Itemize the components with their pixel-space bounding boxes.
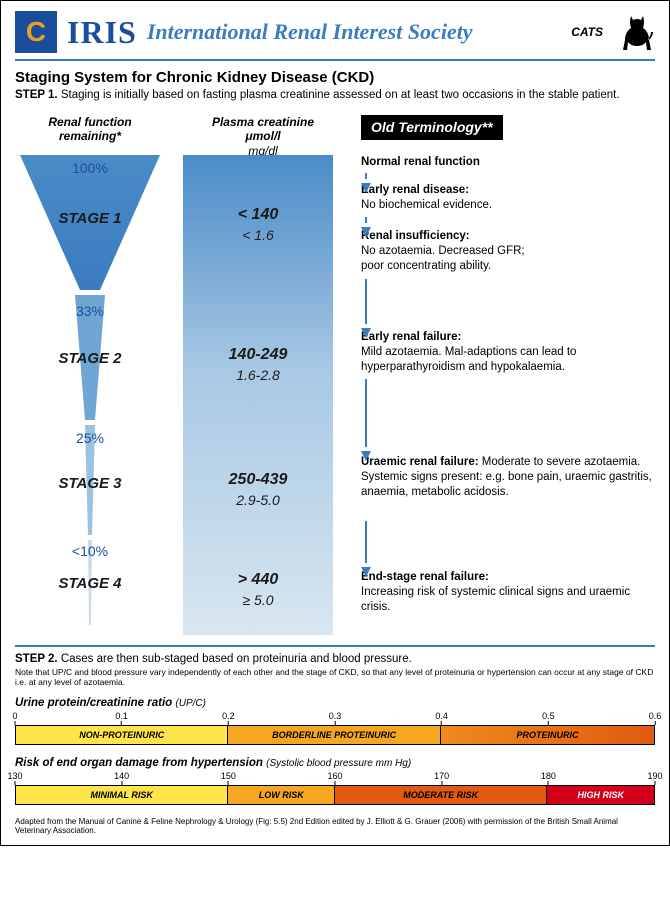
step2-label: STEP 2.	[15, 653, 58, 665]
axis-tick: 170	[434, 771, 449, 785]
axis-tick: 0.3	[329, 711, 342, 725]
upc-title: Urine protein/creatinine ratio (UP/C)	[15, 697, 655, 709]
step1-text: STEP 1. Staging is initially based on fa…	[15, 89, 655, 101]
page-header: C IRIS International Renal Interest Soci…	[15, 11, 655, 53]
left-col-header-text: Renal function remaining*	[48, 115, 131, 143]
left-col-header: Renal function remaining*	[15, 115, 165, 155]
connector-arrow	[361, 521, 371, 581]
terminology-block: Early renal failure:Mild azotaemia. Mal-…	[361, 330, 655, 375]
header-rule	[15, 59, 655, 61]
funnel-percent: <10%	[15, 543, 165, 559]
bp-bar: MINIMAL RISKLOW RISKMODERATE RISKHIGH RI…	[15, 785, 655, 805]
axis-tick: 160	[327, 771, 342, 785]
risk-segment: BORDERLINE PROTEINURIC	[228, 726, 440, 744]
funnel-percent: 33%	[15, 303, 165, 319]
bp-title: Risk of end organ damage from hypertensi…	[15, 757, 655, 769]
axis-tick: 0.1	[115, 711, 128, 725]
axis-tick: 0	[12, 711, 17, 725]
mid-header-title: Plasma creatinine	[212, 115, 314, 129]
connector-arrow	[361, 379, 371, 465]
bp-axis: 130140150160170180190	[15, 771, 655, 785]
funnel-stage-label: STAGE 3	[15, 475, 165, 492]
cat-icon	[615, 12, 655, 52]
funnel-svg	[15, 155, 165, 635]
connector-arrow	[361, 279, 371, 342]
creatinine-value: 140-2491.6-2.8	[183, 345, 333, 384]
funnel: 100% 33% 25% <10% STAGE 1 STAGE 2 STAGE 3 STAGE…	[15, 155, 165, 635]
risk-segment: LOW RISK	[228, 786, 335, 804]
iris-logo: C	[15, 11, 57, 53]
step2-body: Cases are then sub-staged based on prote…	[61, 653, 412, 665]
section-rule	[15, 645, 655, 647]
step1-label: STEP 1.	[15, 89, 58, 101]
step2-text: STEP 2. Cases are then sub-staged based …	[15, 653, 655, 665]
axis-tick: 0.2	[222, 711, 235, 725]
connector-arrow	[361, 217, 371, 241]
page-title: Staging System for Chronic Kidney Diseas…	[15, 69, 655, 86]
terminology-column: Normal renal function Early renal disease…	[361, 155, 655, 635]
creatinine-value: < 140< 1.6	[183, 205, 333, 244]
creatinine-value: 250-4392.9-5.0	[183, 470, 333, 509]
axis-tick: 140	[114, 771, 129, 785]
creatinine-column: < 140< 1.6 140-2491.6-2.8 250-4392.9-5.0 > …	[183, 155, 333, 635]
axis-tick: 150	[221, 771, 236, 785]
funnel-stage-label: STAGE 4	[15, 575, 165, 592]
risk-segment: PROTEINURIC	[441, 726, 654, 744]
step1-body: Staging is initially based on fasting pl…	[61, 89, 620, 101]
cats-label: CATS	[571, 25, 603, 39]
old-terminology-header: Old Terminology**	[361, 115, 503, 140]
axis-tick: 0.6	[649, 711, 662, 725]
terminology-block: Uraemic renal failure: Moderate to sever…	[361, 455, 655, 500]
risk-segment: MINIMAL RISK	[16, 786, 228, 804]
mid-col-header: Plasma creatinine μmol/l mg/dl	[183, 115, 343, 155]
terminology-block: End-stage renal failure:Increasing risk …	[361, 570, 655, 615]
right-col-header-wrap: Old Terminology**	[361, 115, 655, 155]
step2-note: Note that UP/C and blood pressure vary i…	[15, 667, 655, 687]
connector-arrow	[361, 173, 371, 197]
funnel-percent: 25%	[15, 430, 165, 446]
risk-segment: HIGH RISK	[547, 786, 654, 804]
axis-tick: 0.5	[542, 711, 555, 725]
funnel-stage-label: STAGE 1	[15, 210, 165, 227]
creatinine-value: > 440≥ 5.0	[183, 570, 333, 609]
footer-citation: Adapted from the Manual of Canine & Feli…	[15, 817, 655, 835]
risk-segment: NON-PROTEINURIC	[16, 726, 228, 744]
iris-subtitle: International Renal Interest Society	[147, 19, 473, 45]
terminology-block: Early renal disease:No biochemical evide…	[361, 183, 492, 213]
terminology-block: Renal insufficiency:No azotaemia. Decrea…	[361, 229, 525, 274]
axis-tick: 180	[541, 771, 556, 785]
mid-header-unit1: μmol/l	[245, 129, 280, 143]
upc-axis: 00.10.20.30.40.50.6	[15, 711, 655, 725]
funnel-stage-label: STAGE 2	[15, 350, 165, 367]
axis-tick: 0.4	[435, 711, 448, 725]
terminology-block: Normal renal function	[361, 155, 480, 170]
axis-tick: 190	[647, 771, 662, 785]
risk-segment: MODERATE RISK	[335, 786, 547, 804]
iris-wordmark: IRIS	[67, 14, 137, 51]
axis-tick: 130	[7, 771, 22, 785]
upc-bar: NON-PROTEINURICBORDERLINE PROTEINURICPRO…	[15, 725, 655, 745]
funnel-percent: 100%	[15, 160, 165, 176]
stage-columns: Renal function remaining* 100% 33% 25% <10%…	[15, 115, 655, 635]
